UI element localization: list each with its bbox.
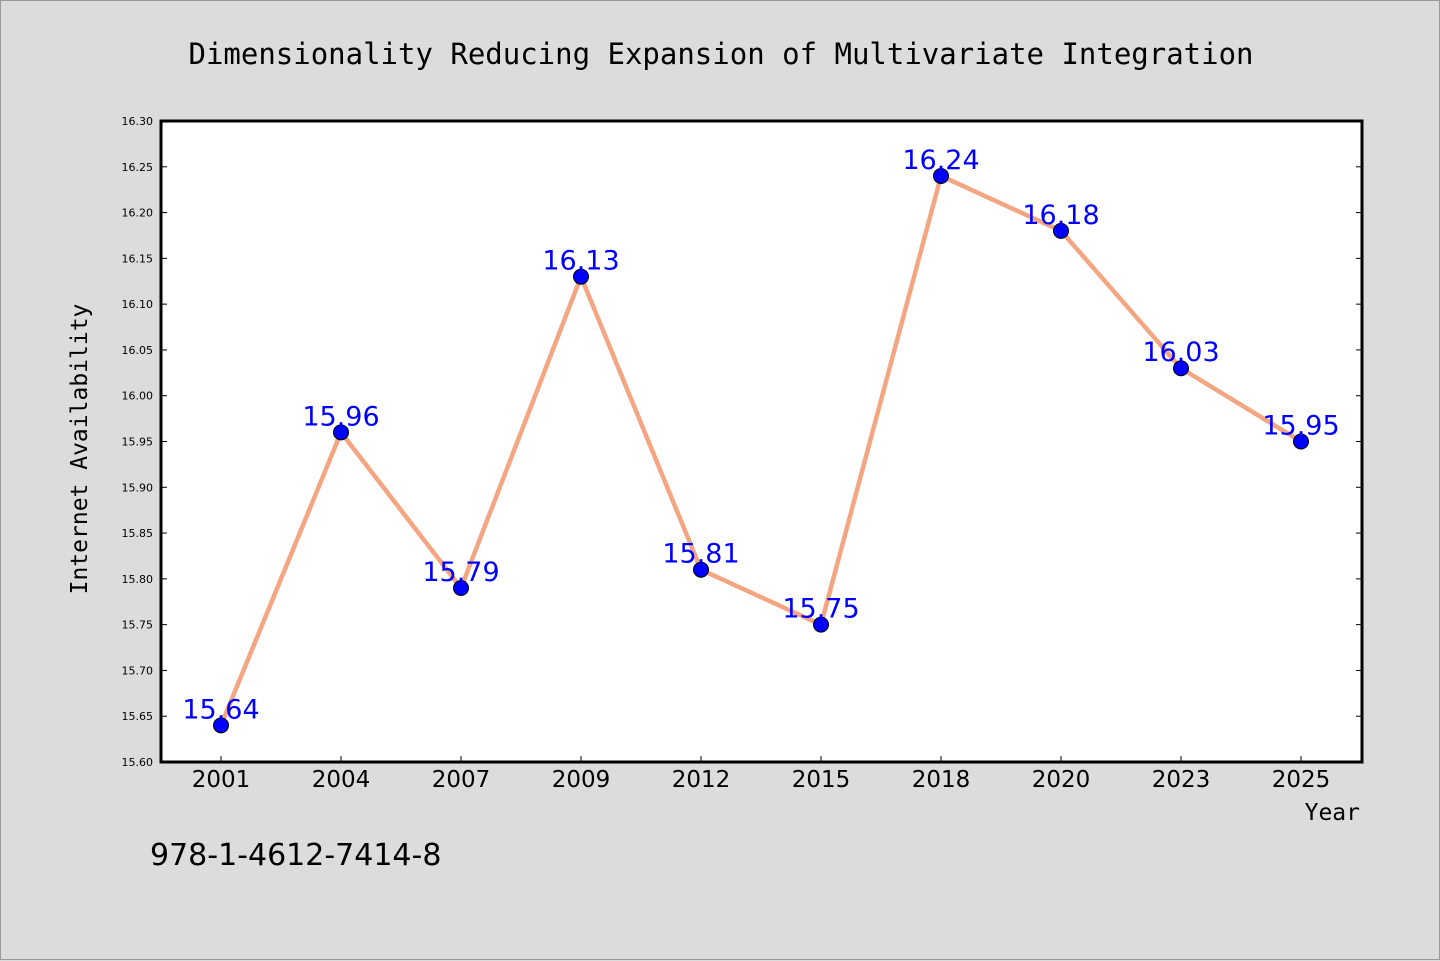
y-tick-label: 15.85: [122, 527, 154, 540]
y-tick-label: 15.70: [122, 664, 154, 677]
data-label: 16.03: [1142, 337, 1219, 368]
y-tick-label: 16.00: [122, 390, 154, 403]
x-axis: 2001 2004 2007 2009 2012 2015 2018 2020 2023 2025: [192, 756, 1331, 793]
y-tick-label: 15.75: [122, 619, 154, 632]
data-point: [813, 616, 829, 633]
y-axis: 15.60 15.65 15.70 15.75 15.80 15.85 15.90 15.95…: [122, 115, 1362, 769]
x-tick-label: 2009: [552, 767, 611, 793]
y-tick-label: 15.90: [122, 481, 154, 494]
y-tick-label: 16.05: [122, 344, 154, 357]
isbn-text: 978-1-4612-7414-8: [150, 838, 441, 873]
x-tick-label: 2025: [1272, 767, 1331, 793]
y-tick-label: 16.10: [122, 298, 154, 311]
data-point: [933, 167, 949, 184]
chart-title: Dimensionality Reducing Expansion of Mul…: [188, 37, 1253, 71]
data-point: [1293, 433, 1309, 450]
x-tick-label: 2012: [672, 767, 731, 793]
data-label: 16.24: [902, 145, 979, 176]
y-tick-label: 16.20: [122, 207, 154, 220]
y-axis-label: Internet Availability: [67, 304, 93, 595]
data-labels: 15.64 15.96 15.79 16.13 15.81 15.75 16.24 16.18…: [182, 145, 1339, 725]
data-label: 15.75: [782, 594, 859, 625]
y-tick-label: 15.95: [122, 436, 154, 449]
plot-area: [159, 119, 1364, 764]
series-line-group: [218, 173, 1303, 727]
x-tick-label: 2023: [1152, 767, 1211, 793]
data-label: 15.79: [422, 557, 499, 588]
data-label: 16.13: [542, 246, 619, 277]
y-tick-label: 16.30: [122, 115, 154, 128]
x-tick-label: 2004: [312, 767, 371, 793]
x-tick-label: 2007: [432, 767, 491, 793]
x-tick-label: 2001: [192, 767, 251, 793]
x-tick-label: 2015: [792, 767, 851, 793]
y-tick-label: 15.80: [122, 573, 154, 586]
data-point: [573, 268, 589, 285]
data-label: 15.95: [1262, 411, 1339, 442]
data-point: [1173, 360, 1189, 377]
y-tick-label: 15.65: [122, 710, 154, 723]
data-label: 15.64: [182, 694, 259, 725]
data-label: 16.18: [1022, 200, 1099, 231]
series-line: [218, 173, 1303, 727]
data-point: [1053, 222, 1069, 239]
x-tick-label: 2018: [912, 767, 971, 793]
y-tick-label: 15.60: [122, 756, 154, 769]
data-point: [333, 424, 349, 441]
x-axis-label: Year: [1305, 800, 1360, 826]
y-tick-label: 16.25: [122, 161, 154, 174]
data-point: [453, 580, 469, 597]
data-point: [693, 561, 709, 578]
data-label: 15.81: [662, 539, 739, 570]
series-markers: [213, 167, 1309, 734]
y-tick-label: 16.15: [122, 252, 154, 265]
data-point: [213, 717, 229, 734]
x-tick-label: 2020: [1032, 767, 1091, 793]
data-label: 15.96: [302, 401, 379, 432]
